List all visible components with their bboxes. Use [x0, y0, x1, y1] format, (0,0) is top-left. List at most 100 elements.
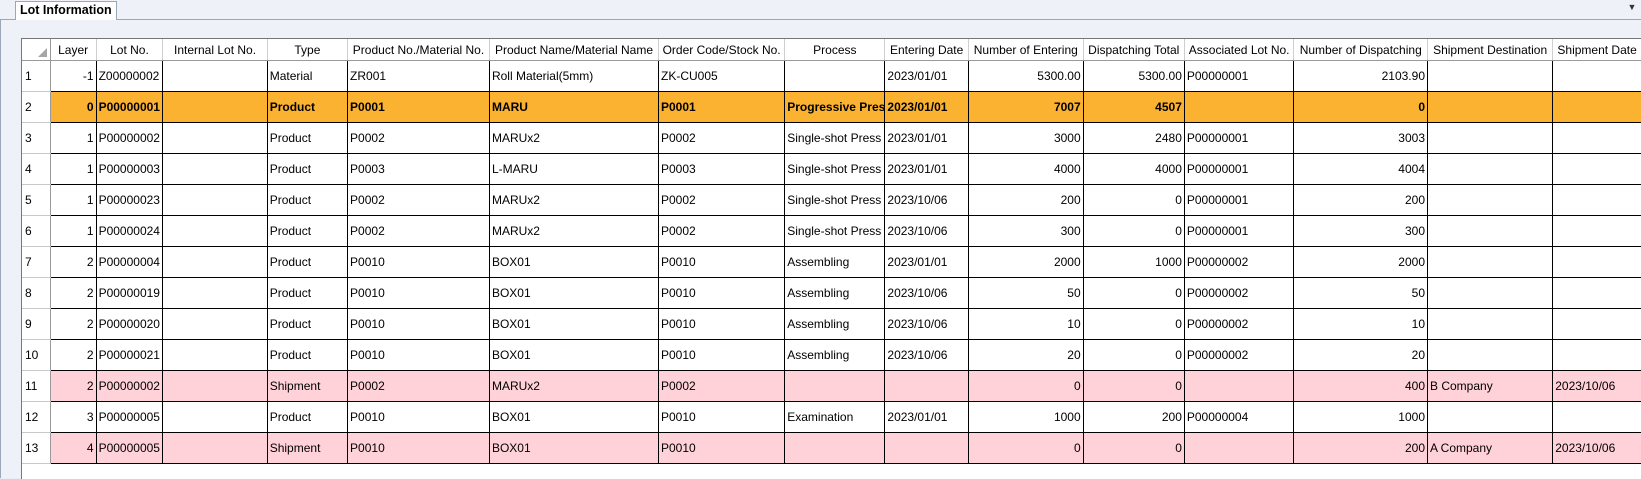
cell-assoc-lot[interactable]: P00000002	[1184, 308, 1295, 340]
cell-product-name[interactable]: MARUx2	[489, 370, 659, 402]
cell-num-dispatch[interactable]: 2103.90	[1293, 60, 1428, 92]
cell-layer[interactable]: 1	[50, 122, 97, 154]
cell-assoc-lot[interactable]: P00000001	[1184, 215, 1295, 247]
cell-lot[interactable]: P00000021	[96, 339, 164, 371]
cell-order-code[interactable]: P0010	[658, 277, 786, 309]
cell-ship-dest[interactable]: B Company	[1427, 370, 1554, 402]
cell-num-dispatch[interactable]: 400	[1293, 370, 1428, 402]
cell-process[interactable]: Single-shot Press	[784, 122, 886, 154]
cell-dispatch-total[interactable]: 0	[1083, 308, 1185, 340]
cell-dispatch-total[interactable]: 0	[1083, 277, 1185, 309]
cell-lot[interactable]: P00000004	[96, 246, 164, 278]
row-header[interactable]: 3	[22, 122, 51, 154]
cell-order-code[interactable]: P0010	[658, 308, 786, 340]
cell-internal[interactable]	[162, 153, 268, 185]
row-header[interactable]: 6	[22, 215, 51, 247]
cell-num-entering[interactable]: 50	[968, 277, 1084, 309]
row-header[interactable]: 2	[22, 91, 51, 123]
cell-type[interactable]: Product	[267, 401, 349, 433]
cell-type[interactable]: Product	[267, 153, 349, 185]
column-header-product-no[interactable]: Product No./Material No.	[347, 39, 490, 61]
cell-lot[interactable]: P00000023	[96, 184, 164, 216]
cell-num-entering[interactable]: 5300.00	[968, 60, 1084, 92]
cell-ship-date[interactable]: 2023/10/06	[1552, 370, 1641, 402]
cell-ship-dest[interactable]: A Company	[1427, 432, 1554, 464]
table-row[interactable]: 10 2 P00000021 Product P0010 BOX01 P0010 Assemb…	[22, 339, 1641, 371]
cell-entering-date[interactable]	[884, 432, 969, 464]
cell-lot[interactable]: P00000001	[96, 91, 164, 123]
cell-layer[interactable]: 0	[50, 91, 97, 123]
cell-entering-date[interactable]: 2023/01/01	[884, 401, 969, 433]
table-row[interactable]: 6 1 P00000024 Product P0002 MARUx2 P0002 Single…	[22, 215, 1641, 247]
cell-num-entering[interactable]: 0	[968, 432, 1084, 464]
cell-entering-date[interactable]: 2023/10/06	[884, 308, 969, 340]
cell-product-no[interactable]: ZR001	[347, 60, 490, 92]
column-header-process[interactable]: Process	[784, 39, 886, 61]
cell-process[interactable]	[784, 370, 886, 402]
cell-product-name[interactable]: BOX01	[489, 246, 659, 278]
cell-dispatch-total[interactable]: 4507	[1083, 91, 1185, 123]
cell-product-name[interactable]: MARU	[489, 91, 659, 123]
cell-type[interactable]: Product	[267, 91, 349, 123]
cell-type[interactable]: Shipment	[267, 370, 349, 402]
column-header-entering-date[interactable]: Entering Date	[884, 39, 969, 61]
cell-num-dispatch[interactable]: 3003	[1293, 122, 1428, 154]
cell-internal[interactable]	[162, 432, 268, 464]
cell-dispatch-total[interactable]: 5300.00	[1083, 60, 1185, 92]
table-row[interactable]: 13 4 P00000005 Shipment P0010 BOX01 P0010 0 0 200…	[22, 432, 1641, 464]
row-header[interactable]: 9	[22, 308, 51, 340]
cell-ship-date[interactable]	[1552, 184, 1641, 216]
cell-ship-dest[interactable]	[1427, 277, 1554, 309]
chevron-down-icon[interactable]: ▼	[1627, 2, 1637, 12]
cell-dispatch-total[interactable]: 4000	[1083, 153, 1185, 185]
cell-process[interactable]: Single-shot Press	[784, 184, 886, 216]
cell-process[interactable]: Assembling	[784, 246, 886, 278]
cell-ship-dest[interactable]	[1427, 401, 1554, 433]
cell-order-code[interactable]: ZK-CU005	[658, 60, 786, 92]
cell-product-name[interactable]: BOX01	[489, 339, 659, 371]
table-row[interactable]: 8 2 P00000019 Product P0010 BOX01 P0010 Assembl…	[22, 277, 1641, 309]
cell-layer[interactable]: 1	[50, 215, 97, 247]
row-header[interactable]: 12	[22, 401, 51, 433]
cell-internal[interactable]	[162, 401, 268, 433]
cell-type[interactable]: Product	[267, 246, 349, 278]
cell-ship-date[interactable]	[1552, 339, 1641, 371]
cell-product-no[interactable]: P0010	[347, 432, 490, 464]
cell-type[interactable]: Product	[267, 339, 349, 371]
cell-assoc-lot[interactable]: P00000002	[1184, 339, 1295, 371]
cell-dispatch-total[interactable]: 2480	[1083, 122, 1185, 154]
cell-order-code[interactable]: P0002	[658, 122, 786, 154]
cell-assoc-lot[interactable]: P00000002	[1184, 277, 1295, 309]
cell-order-code[interactable]: P0002	[658, 215, 786, 247]
column-header-dispatch-total[interactable]: Dispatching Total	[1083, 39, 1185, 61]
cell-dispatch-total[interactable]: 0	[1083, 370, 1185, 402]
cell-product-name[interactable]: BOX01	[489, 277, 659, 309]
tab-lot-information[interactable]: Lot Information	[15, 1, 117, 20]
cell-ship-date[interactable]	[1552, 277, 1641, 309]
cell-product-no[interactable]: P0002	[347, 184, 490, 216]
cell-product-no[interactable]: P0010	[347, 308, 490, 340]
cell-process[interactable]: Examination	[784, 401, 886, 433]
cell-entering-date[interactable]: 2023/10/06	[884, 215, 969, 247]
cell-type[interactable]: Product	[267, 184, 349, 216]
row-header[interactable]: 5	[22, 184, 51, 216]
cell-order-code[interactable]: P0010	[658, 401, 786, 433]
column-header-ship-dest[interactable]: Shipment Destination	[1427, 39, 1554, 61]
cell-type[interactable]: Product	[267, 277, 349, 309]
cell-dispatch-total[interactable]: 1000	[1083, 246, 1185, 278]
table-row[interactable]: 7 2 P00000004 Product P0010 BOX01 P0010 Assembl…	[22, 246, 1641, 278]
cell-lot[interactable]: P00000002	[96, 370, 164, 402]
cell-product-no[interactable]: P0002	[347, 122, 490, 154]
cell-layer[interactable]: 1	[50, 153, 97, 185]
cell-internal[interactable]	[162, 339, 268, 371]
cell-dispatch-total[interactable]: 0	[1083, 432, 1185, 464]
cell-num-entering[interactable]: 0	[968, 370, 1084, 402]
cell-process[interactable]: Progressive Press	[784, 91, 886, 123]
cell-ship-dest[interactable]	[1427, 91, 1554, 123]
column-header-order-code[interactable]: Order Code/Stock No.	[658, 39, 786, 61]
cell-assoc-lot[interactable]	[1184, 91, 1295, 123]
cell-layer[interactable]: 3	[50, 401, 97, 433]
cell-product-name[interactable]: MARUx2	[489, 184, 659, 216]
cell-entering-date[interactable]: 2023/01/01	[884, 60, 969, 92]
cell-ship-dest[interactable]	[1427, 60, 1554, 92]
